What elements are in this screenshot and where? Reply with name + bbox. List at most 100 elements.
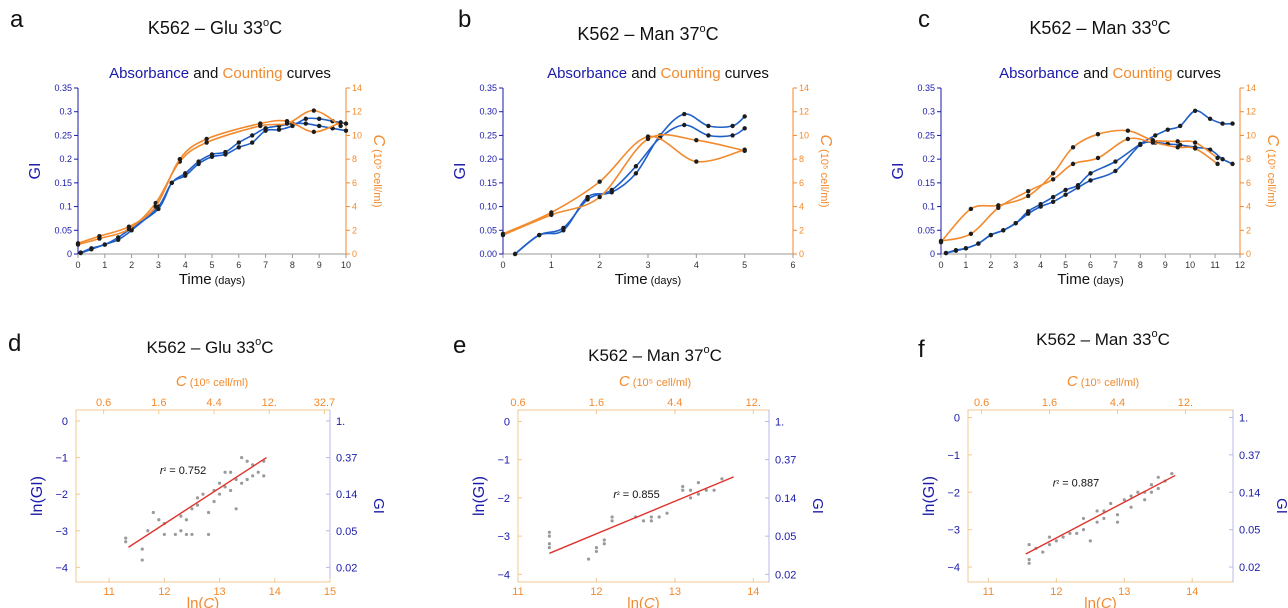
scatter-point <box>223 485 227 489</box>
data-point <box>153 204 158 209</box>
data-point <box>284 119 290 124</box>
title-main: K562 – Glu 33 <box>146 338 255 357</box>
y-tick-label-left: 0 <box>930 249 935 259</box>
data-point <box>209 152 215 157</box>
data-point <box>276 127 282 132</box>
data-point <box>183 171 188 176</box>
data-point <box>1138 142 1143 148</box>
x-tick-label: 9 <box>1163 260 1168 270</box>
annotation-value: = 0.887 <box>1059 478 1099 490</box>
x-tick-label: 6 <box>790 260 795 270</box>
y-axis-label-left: GI <box>452 163 469 180</box>
panel-label: e <box>453 332 466 359</box>
scatter-point <box>124 540 128 544</box>
y-tick-label-left: 0 <box>62 416 68 428</box>
subtitle-curves: curves <box>1173 65 1221 82</box>
scatter-point <box>195 496 200 500</box>
panel-label: b <box>458 6 471 33</box>
top-tick-label: 12. <box>746 397 761 409</box>
annotation-r: r <box>160 465 165 477</box>
x-tick-label: 7 <box>1113 260 1118 270</box>
scatter-point <box>712 488 716 492</box>
data-point <box>1178 123 1183 129</box>
annotation-sup: ² <box>163 466 166 475</box>
x-tick-label: 12 <box>1050 586 1062 598</box>
x-tick-label: 1 <box>549 260 554 270</box>
data-point <box>303 121 308 126</box>
data-point <box>976 241 981 246</box>
x-tick-label: 4 <box>1038 260 1043 270</box>
scatter-point <box>162 532 166 537</box>
y-tick-label-right: 0.05 <box>775 531 796 543</box>
data-point <box>963 246 969 251</box>
data-point <box>1038 204 1043 209</box>
data-point <box>1113 159 1118 164</box>
y-tick-label-right: 2 <box>799 225 804 235</box>
scatter-point <box>1122 498 1126 502</box>
x-tick-label: 12 <box>1235 260 1245 270</box>
scatter-point <box>641 519 646 523</box>
data-point <box>585 197 590 202</box>
y-label-right-main: C <box>370 135 387 147</box>
y-tick-label-left: −4 <box>55 562 68 574</box>
y-tick-label-right: 0.14 <box>1239 487 1260 499</box>
x-axis-label: ln(C) <box>187 595 220 608</box>
data-point <box>1063 187 1068 193</box>
data-point <box>996 205 1001 210</box>
x-tick-label: 13 <box>213 586 225 598</box>
title-unit: C <box>706 24 719 44</box>
y-tick-label-left: −4 <box>497 569 510 581</box>
data-point <box>317 116 322 122</box>
y-tick-label-right: 0 <box>799 249 804 259</box>
data-point <box>1220 156 1225 162</box>
scatter-point <box>140 547 144 551</box>
scatter-point <box>173 532 177 537</box>
x-tick-label: 13 <box>1118 586 1130 598</box>
scatter-point <box>212 499 216 504</box>
data-point <box>1192 108 1198 113</box>
top-tick-label: 4.4 <box>667 397 682 409</box>
y-tick-label-right: 0.37 <box>775 455 796 467</box>
x-tick-label: 3 <box>1013 260 1018 270</box>
y-tick-label-left: 0.25 <box>54 130 72 140</box>
y-tick-label-right: 8 <box>352 154 357 164</box>
data-point <box>1125 136 1131 142</box>
y-tick-label-right: 0.05 <box>1239 525 1260 537</box>
x-label-main: Time <box>615 271 648 288</box>
scatter-point <box>262 474 266 478</box>
x-tick-label: 12 <box>158 586 170 598</box>
data-point <box>1230 161 1235 167</box>
scatter-point <box>1102 516 1106 521</box>
scatter-point <box>1129 505 1133 509</box>
title-degree: o <box>699 23 705 35</box>
x-tick-label: 8 <box>1138 260 1143 270</box>
data-point <box>1207 116 1213 122</box>
scatter-point <box>696 492 701 496</box>
y-tick-label-right: 10 <box>1246 130 1256 140</box>
y-tick-label-left: 0.1 <box>59 202 72 212</box>
x-tick-label: 1 <box>963 260 968 270</box>
scatter-point <box>1054 539 1058 543</box>
y-tick-label-right: 1. <box>1239 412 1248 424</box>
scatter-point <box>234 477 238 482</box>
data-point <box>597 179 602 184</box>
y-tick-label-left: 0 <box>67 249 72 259</box>
scatter-point <box>140 558 144 562</box>
data-point <box>1050 199 1056 205</box>
subtitle-curves: curves <box>721 65 769 82</box>
y-axis-label-right: C (10⁵ cell/ml) <box>370 135 387 208</box>
top-tick-label: 12. <box>1178 397 1193 409</box>
top-tick-label: 1.6 <box>1042 397 1057 409</box>
y-tick-label-left: 0.35 <box>54 83 72 93</box>
data-point <box>968 206 974 212</box>
scatter-point <box>688 488 693 492</box>
x-tick-label: 8 <box>290 260 295 270</box>
scatter-point <box>649 515 653 519</box>
scatter-point <box>1143 498 1147 502</box>
y-tick-label-left: 0.30 <box>479 107 497 117</box>
chart-title: K562 – Glu 33oC <box>148 17 282 38</box>
subtitle-and: and <box>189 65 222 82</box>
title-unit: C <box>710 346 722 365</box>
scatter-point <box>1075 531 1079 535</box>
data-point <box>263 126 268 131</box>
